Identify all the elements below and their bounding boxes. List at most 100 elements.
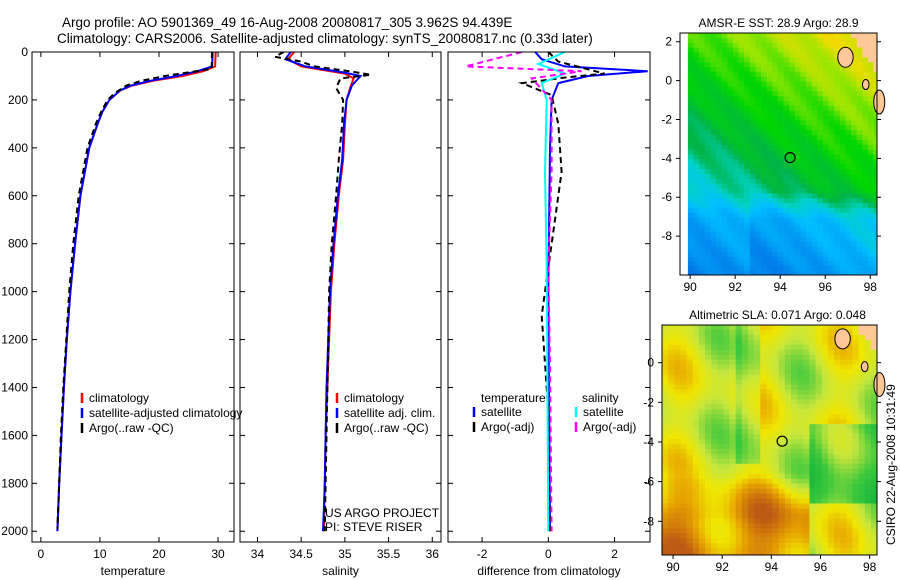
map-cell bbox=[783, 33, 790, 39]
map-cell bbox=[845, 91, 852, 97]
map-cell bbox=[705, 533, 712, 539]
map-cell bbox=[754, 349, 761, 356]
map-cell bbox=[711, 419, 718, 425]
map-cell bbox=[744, 159, 751, 165]
map-cell bbox=[784, 399, 792, 405]
map-cell bbox=[846, 424, 853, 430]
map-cell bbox=[794, 203, 801, 209]
map-cell bbox=[846, 488, 853, 494]
map-cell bbox=[784, 364, 792, 370]
map-cell bbox=[789, 232, 796, 238]
map-cell bbox=[817, 42, 824, 48]
y-tick-label: -8 bbox=[661, 229, 672, 243]
map-cell bbox=[851, 251, 858, 257]
map-cell bbox=[723, 329, 730, 336]
map-cell bbox=[693, 37, 700, 44]
map-cell bbox=[791, 503, 798, 509]
map-cell bbox=[778, 384, 786, 390]
map-cell bbox=[662, 508, 669, 514]
map-cell bbox=[668, 523, 675, 529]
map-cell bbox=[864, 369, 872, 375]
map-cell bbox=[777, 188, 784, 194]
map-cell bbox=[862, 110, 869, 116]
map-cell bbox=[687, 139, 694, 146]
map-cell bbox=[741, 528, 749, 534]
map-cell bbox=[741, 434, 749, 440]
map-cell bbox=[789, 144, 796, 150]
map-cell bbox=[828, 130, 835, 136]
map-cell bbox=[851, 37, 858, 44]
map-cell bbox=[748, 434, 755, 440]
map-cell bbox=[834, 33, 841, 39]
map-cell bbox=[821, 434, 829, 440]
map-cell bbox=[827, 364, 835, 370]
map-cell bbox=[760, 334, 767, 341]
map-cell bbox=[789, 110, 796, 116]
map-cell bbox=[766, 178, 773, 184]
map-cell bbox=[794, 76, 801, 82]
map-cell bbox=[668, 434, 675, 440]
map-cell bbox=[789, 42, 796, 48]
map-cell bbox=[803, 369, 810, 375]
map-cell bbox=[727, 188, 734, 194]
map-cell bbox=[662, 434, 669, 440]
map-cell bbox=[817, 207, 824, 214]
map-cell bbox=[777, 135, 784, 141]
map-cell bbox=[705, 473, 712, 479]
map-cell bbox=[766, 473, 773, 479]
map-cell bbox=[772, 503, 780, 509]
map-cell bbox=[704, 76, 711, 82]
map-cell bbox=[806, 183, 813, 189]
map-cell bbox=[845, 76, 852, 82]
map-cell bbox=[783, 105, 790, 112]
map-cell bbox=[862, 178, 869, 184]
map-cell bbox=[834, 359, 841, 365]
map-cell bbox=[741, 483, 749, 489]
map-cell bbox=[761, 105, 767, 112]
map-cell bbox=[723, 458, 730, 465]
map-cell bbox=[721, 120, 728, 126]
map-cell bbox=[809, 374, 816, 380]
map-cell bbox=[827, 379, 835, 385]
map-cell bbox=[789, 241, 796, 248]
map-cell bbox=[862, 173, 869, 180]
map-cell bbox=[828, 139, 835, 146]
map-cell bbox=[806, 251, 813, 257]
map-cell bbox=[711, 439, 718, 445]
map-cell bbox=[827, 424, 835, 430]
map-cell bbox=[821, 513, 829, 519]
map-cell bbox=[766, 379, 773, 385]
map-cell bbox=[827, 344, 835, 351]
map-cell bbox=[704, 241, 711, 248]
map-cell bbox=[839, 241, 846, 248]
map-cell bbox=[748, 399, 755, 405]
map-cell bbox=[815, 478, 823, 484]
map-cell bbox=[784, 394, 792, 400]
map-cell bbox=[729, 478, 737, 484]
map-cell bbox=[687, 271, 694, 276]
map-cell bbox=[815, 463, 823, 470]
map-cell bbox=[803, 543, 810, 549]
map-cell bbox=[721, 81, 728, 87]
map-cell bbox=[783, 246, 790, 252]
y-tick-label: 2 bbox=[665, 35, 672, 49]
map-cell bbox=[817, 149, 824, 155]
map-cell bbox=[862, 96, 869, 102]
map-cell bbox=[870, 513, 878, 519]
map-cell bbox=[710, 62, 717, 68]
map-cell bbox=[704, 266, 711, 272]
map-cell bbox=[692, 384, 700, 390]
map-cell bbox=[791, 548, 798, 554]
map-cell bbox=[867, 232, 874, 238]
map-cell bbox=[698, 483, 706, 489]
map-cell bbox=[778, 419, 786, 425]
map-cell bbox=[754, 463, 761, 470]
map-cell bbox=[761, 110, 767, 116]
map-cell bbox=[834, 217, 841, 223]
map-cell bbox=[783, 232, 790, 238]
map-cell bbox=[761, 81, 767, 87]
map-cell bbox=[687, 193, 694, 199]
map-cell bbox=[809, 404, 816, 410]
map-cell bbox=[721, 105, 728, 112]
map-cell bbox=[809, 498, 816, 504]
